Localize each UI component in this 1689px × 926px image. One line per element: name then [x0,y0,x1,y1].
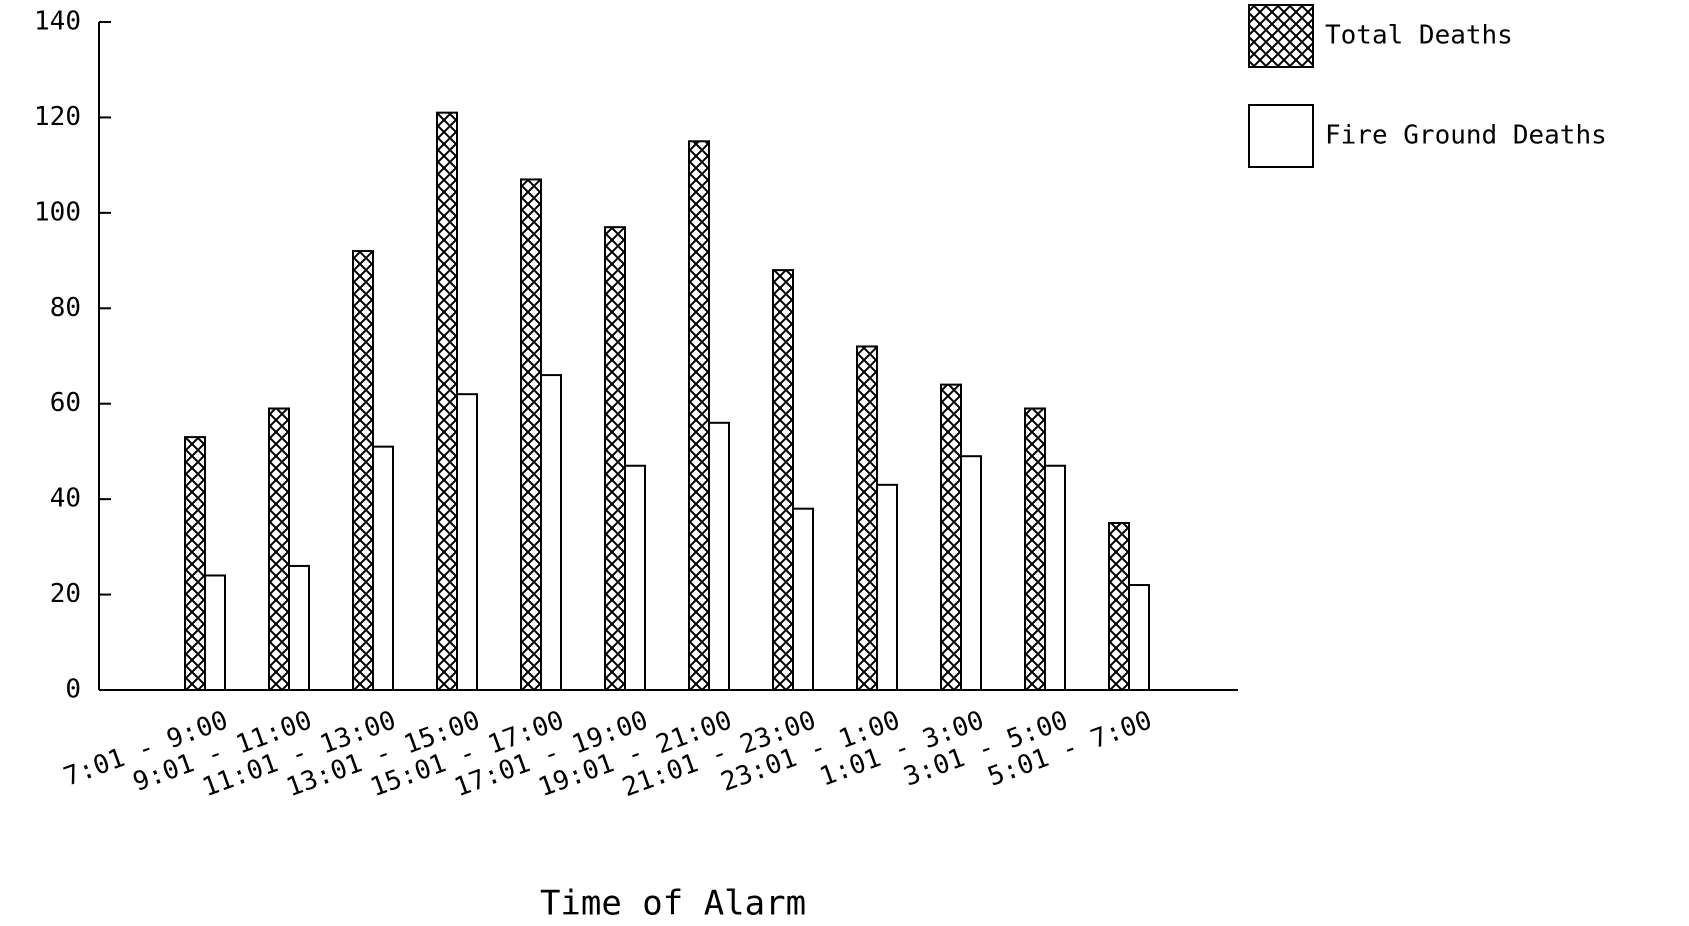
bar [204,574,226,691]
y-tick-label: 20 [50,579,81,609]
bar [288,564,310,692]
bar [940,383,962,691]
x-axis-title: Time of Alarm [540,884,806,924]
y-tick-label: 60 [50,388,81,418]
bar [540,374,562,691]
bar [1128,584,1150,691]
bar [624,464,646,691]
bar [268,407,290,691]
bar [604,226,626,692]
legend-label: Fire Ground Deaths [1325,121,1607,151]
legend-swatch [1248,104,1314,168]
bar [960,455,982,692]
legend-swatch [1248,4,1314,68]
y-tick-label: 120 [34,102,81,132]
y-tick-label: 40 [50,484,81,514]
bar [456,393,478,691]
bar [1024,407,1046,691]
bar [792,507,814,691]
bar [1108,522,1130,691]
bar [708,421,730,691]
legend-label: Total Deaths [1325,21,1513,51]
bar [876,483,898,692]
bar [184,436,206,691]
bar [520,178,542,691]
bar [856,345,878,691]
bar [772,269,794,691]
y-tick-label: 100 [34,197,81,227]
bar [372,445,394,691]
bar [1044,464,1066,691]
bar [436,111,458,691]
y-tick-label: 140 [34,7,81,37]
y-tick-label: 0 [65,675,81,705]
bar [688,140,710,692]
bar [352,250,374,691]
y-tick-label: 80 [50,293,81,323]
